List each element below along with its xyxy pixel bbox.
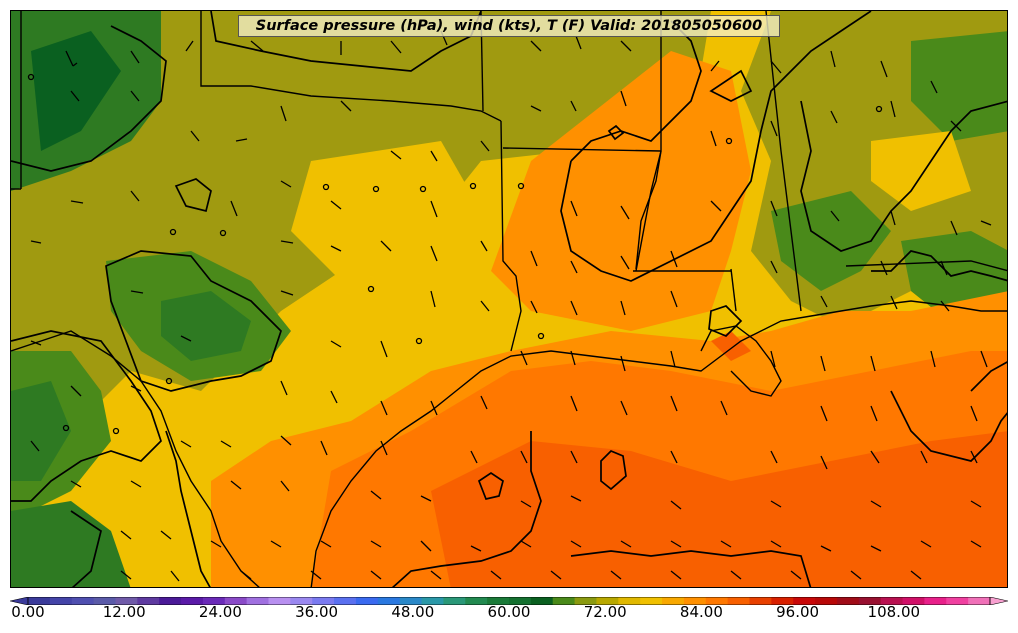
colorbar-tick-label: 96.00 xyxy=(776,603,820,621)
colorbar-segment xyxy=(28,597,51,605)
colorbar-tick-label: 36.00 xyxy=(295,603,339,621)
colorbar-segment xyxy=(880,597,904,605)
colorbar-segment xyxy=(377,597,401,605)
colorbar-segment xyxy=(49,597,73,605)
colorbar-segment xyxy=(399,597,423,605)
colorbar-segment xyxy=(705,597,729,605)
colorbar-segment xyxy=(793,597,816,605)
colorbar-segment xyxy=(159,597,182,605)
colorbar-segment xyxy=(71,597,95,605)
colorbar-segment xyxy=(202,597,226,605)
map-borders xyxy=(11,11,1007,587)
colorbar-segment xyxy=(290,597,313,605)
pressure-contours xyxy=(11,11,1007,587)
colorbar-extend-high xyxy=(989,596,1009,606)
colorbar-segment xyxy=(137,597,160,605)
colorbar-tick-label: 60.00 xyxy=(487,603,531,621)
colorbar-segment xyxy=(749,597,772,605)
colorbar-tick-label: 72.00 xyxy=(583,603,627,621)
colorbar-segment xyxy=(465,597,488,605)
colorbar-segment xyxy=(246,597,269,605)
colorbar-segment xyxy=(968,597,991,605)
colorbar-segment xyxy=(268,597,291,605)
colorbar-tick-label: 108.00 xyxy=(867,603,921,621)
colorbar-segment xyxy=(662,597,685,605)
colorbar-segment xyxy=(727,597,750,605)
calm-wind-markers xyxy=(27,73,883,435)
colorbar-tick-label: 84.00 xyxy=(679,603,723,621)
map-title: Surface pressure (hPa), wind (kts), T (F… xyxy=(238,15,780,37)
colorbar-segment xyxy=(334,597,357,605)
colorbar-segment xyxy=(355,597,379,605)
colorbar-segment xyxy=(181,597,204,605)
colorbar-tick-label: 0.00 xyxy=(11,603,45,621)
weather-map xyxy=(10,10,1008,588)
colorbar-segment xyxy=(836,597,860,605)
colorbar-segment xyxy=(487,597,510,605)
colorbar-segment xyxy=(771,597,794,605)
wind-barbs xyxy=(30,30,992,582)
colorbar-segment xyxy=(596,597,619,605)
colorbar-segment xyxy=(924,597,947,605)
colorbar-segment xyxy=(421,597,444,605)
colorbar-segment xyxy=(815,597,838,605)
colorbar xyxy=(9,590,1009,606)
colorbar-tick-label: 12.00 xyxy=(102,603,146,621)
colorbar-segment xyxy=(115,597,138,605)
colorbar-segment xyxy=(224,597,248,605)
colorbar-tick-label: 48.00 xyxy=(391,603,435,621)
colorbar-segment xyxy=(552,597,576,605)
colorbar-segment xyxy=(618,597,641,605)
colorbar-segment xyxy=(443,597,466,605)
colorbar-segment xyxy=(530,597,554,605)
colorbar-segment xyxy=(509,597,532,605)
colorbar-segment xyxy=(640,597,663,605)
colorbar-tick-label: 24.00 xyxy=(198,603,242,621)
colorbar-segment xyxy=(946,597,969,605)
temperature-fill xyxy=(11,11,1007,587)
colorbar-segment xyxy=(902,597,925,605)
colorbar-segment xyxy=(683,597,707,605)
colorbar-segment xyxy=(574,597,597,605)
colorbar-segment xyxy=(312,597,335,605)
colorbar-segment xyxy=(858,597,882,605)
colorbar-segment xyxy=(93,597,116,605)
